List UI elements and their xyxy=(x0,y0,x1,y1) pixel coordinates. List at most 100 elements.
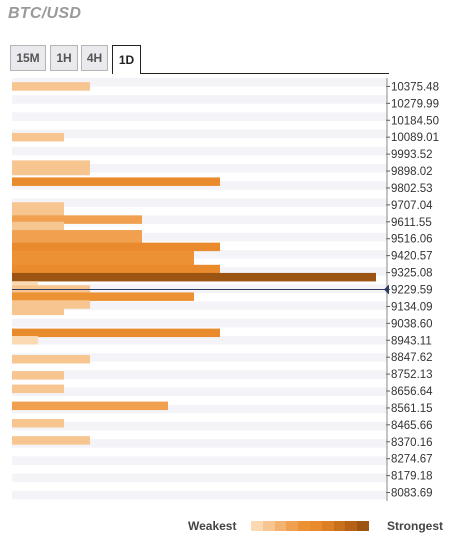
confluence-bar xyxy=(12,202,64,211)
legend-swatch xyxy=(321,521,334,531)
row-stripe xyxy=(12,353,387,362)
tab-1h[interactable]: 1H xyxy=(50,45,78,71)
y-tick-label: 8274.67 xyxy=(391,454,433,466)
row-stripe xyxy=(12,207,387,216)
confluence-bar xyxy=(12,371,64,380)
row-stripe xyxy=(12,146,387,156)
y-tick-label: 9516.06 xyxy=(391,234,433,246)
confluence-bar xyxy=(12,354,90,364)
row-stripe xyxy=(12,138,387,147)
row-stripe xyxy=(12,129,387,139)
row-stripe xyxy=(12,430,387,440)
row-stripe xyxy=(12,198,387,207)
row-stripe xyxy=(12,490,387,500)
row-stripe xyxy=(12,379,387,388)
confluence-bar xyxy=(12,242,220,252)
row-stripe xyxy=(12,396,387,405)
y-tick-label: 9611.55 xyxy=(391,217,432,229)
row-stripe xyxy=(12,189,387,199)
y-tick-label: 8179.18 xyxy=(391,471,433,483)
y-tick-label: 9802.53 xyxy=(391,183,433,195)
row-stripe xyxy=(12,232,387,242)
confluence-bar xyxy=(12,336,38,345)
row-stripe xyxy=(12,103,387,113)
legend-swatch xyxy=(251,521,263,531)
row-stripe xyxy=(12,250,387,259)
confluence-bar xyxy=(12,209,64,218)
row-stripe xyxy=(12,336,387,345)
confluence-bar xyxy=(12,272,376,282)
confluence-bar xyxy=(12,292,194,301)
confluence-bar xyxy=(12,328,220,338)
confluence-bar xyxy=(12,401,168,411)
legend-swatch xyxy=(345,521,358,531)
y-tick-label: 9229.59 xyxy=(391,284,433,296)
row-stripe xyxy=(12,318,387,328)
row-stripe xyxy=(12,447,387,457)
y-tick-label: 10184.50 xyxy=(391,115,439,127)
confluence-bar xyxy=(12,166,90,176)
confluence-bar xyxy=(12,215,142,224)
y-tick-label: 8847.62 xyxy=(391,352,433,364)
row-stripe xyxy=(12,284,387,293)
confluence-bar xyxy=(12,177,220,186)
tab-15m[interactable]: 15M xyxy=(10,45,46,71)
confluence-bar xyxy=(12,418,64,428)
row-stripe xyxy=(12,370,387,379)
confluence-bar xyxy=(12,436,90,445)
row-stripe xyxy=(12,422,387,431)
row-stripe xyxy=(12,465,387,474)
strength-legend-scale xyxy=(251,521,369,531)
row-stripe xyxy=(12,215,387,225)
y-tick-label: 9134.09 xyxy=(391,301,433,313)
row-stripe xyxy=(12,121,387,130)
y-tick-label: 9993.52 xyxy=(391,149,433,161)
tab-1d[interactable]: 1D xyxy=(112,45,141,74)
row-stripe xyxy=(12,310,387,319)
confluence-bar xyxy=(12,82,90,91)
legend-weakest-label: Weakest xyxy=(188,519,237,533)
row-stripe xyxy=(12,172,387,182)
row-stripe xyxy=(12,301,387,311)
confluence-bar xyxy=(12,264,220,274)
legend-swatch xyxy=(357,521,369,531)
row-stripe xyxy=(12,86,387,96)
y-tick-label: 8943.11 xyxy=(391,335,432,347)
y-tick-label: 9707.04 xyxy=(391,200,433,212)
row-stripe xyxy=(12,387,387,397)
row-stripe xyxy=(12,473,387,483)
row-stripe xyxy=(12,293,387,302)
tab-underline xyxy=(141,73,389,74)
confluence-bar xyxy=(12,221,64,231)
y-tick-label: 9898.02 xyxy=(391,166,433,178)
legend-swatch xyxy=(286,521,299,531)
confluence-bar xyxy=(12,236,142,245)
row-stripe xyxy=(12,344,387,354)
y-tick-label: 8465.66 xyxy=(391,420,433,432)
y-tick-label: 10279.99 xyxy=(391,98,439,110)
row-stripe xyxy=(12,499,387,508)
row-stripe xyxy=(12,224,387,233)
confluence-bar xyxy=(12,160,90,169)
row-stripe xyxy=(12,95,387,104)
y-tick-label: 9325.08 xyxy=(391,268,433,280)
y-tick-label: 8752.13 xyxy=(391,369,433,381)
tab-4h[interactable]: 4H xyxy=(81,45,108,71)
row-stripe xyxy=(12,482,387,491)
current-price-marker xyxy=(384,284,389,295)
y-tick-label: 8561.15 xyxy=(391,403,433,415)
legend-swatch xyxy=(298,521,310,531)
row-stripe xyxy=(12,456,387,465)
row-stripe xyxy=(12,361,387,371)
confluence-bar xyxy=(12,132,64,142)
y-tick-label: 9420.57 xyxy=(391,251,433,263)
y-tick-label: 10375.48 xyxy=(391,81,439,93)
y-tick-label: 8083.69 xyxy=(391,488,433,500)
row-stripe xyxy=(12,112,387,121)
confluence-bar xyxy=(12,250,194,260)
row-stripe xyxy=(12,164,387,173)
confluence-chart: 10375.48 10279.99 10184.50 10089.01 9993.52 9… xyxy=(12,78,439,508)
y-tick-label: 8370.16 xyxy=(391,437,433,449)
y-tick-label: 8656.64 xyxy=(391,386,433,398)
legend-swatch xyxy=(262,521,275,531)
